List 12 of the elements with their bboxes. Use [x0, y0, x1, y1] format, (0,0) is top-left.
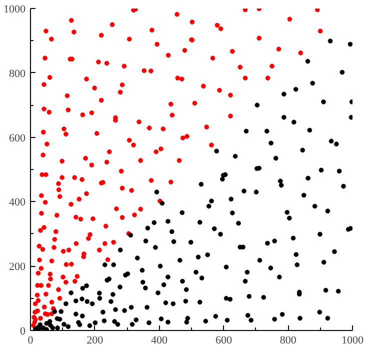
x-tick-label: 600	[215, 334, 232, 346]
y-tick-label: 200	[9, 261, 26, 274]
y-tick-label: 800	[9, 68, 26, 80]
y-tick-label: 600	[9, 132, 26, 144]
y-tick-label: 1000	[4, 4, 26, 16]
y-tick-label: 0	[20, 326, 26, 338]
x-tick-label: 200	[86, 334, 104, 346]
y-tick-label: 400	[9, 196, 26, 209]
x-tick-label: 0	[28, 334, 34, 346]
x-tick-label: 800	[280, 334, 297, 346]
x-tick-label: 400	[151, 334, 168, 346]
x-tick-label: 1000	[342, 334, 364, 346]
